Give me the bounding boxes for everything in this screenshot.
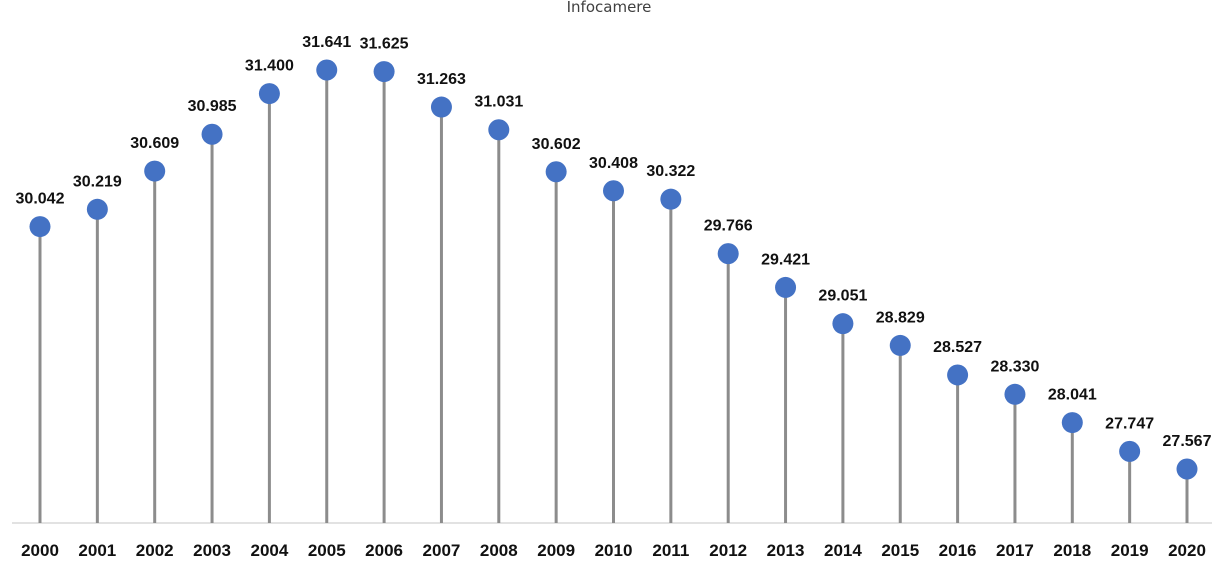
data-point-2018	[1061, 412, 1083, 434]
value-label-2016: 28.527	[933, 339, 982, 356]
data-point-2016	[947, 364, 969, 386]
data-point-2012	[717, 243, 739, 265]
value-label-2004: 31.400	[245, 58, 294, 75]
x-tick-label-2019: 2019	[1111, 541, 1149, 560]
value-label-2015: 28.829	[876, 309, 925, 326]
x-tick-label-2018: 2018	[1053, 541, 1091, 560]
value-label-2020: 27.567	[1163, 433, 1212, 450]
data-point-2015	[889, 334, 911, 356]
x-tick-label-2015: 2015	[881, 541, 919, 560]
data-point-2003	[201, 123, 223, 145]
data-point-2006	[373, 61, 395, 83]
value-label-2007: 31.263	[417, 71, 466, 88]
value-label-2018: 28.041	[1048, 387, 1097, 404]
value-label-2006: 31.625	[360, 36, 409, 53]
data-point-2004	[258, 83, 280, 105]
value-label-2013: 29.421	[761, 251, 810, 268]
x-tick-label-2011: 2011	[652, 541, 689, 560]
value-label-2009: 30.602	[532, 136, 581, 153]
x-tick-label-2020: 2020	[1168, 541, 1206, 560]
x-tick-label-2010: 2010	[595, 541, 633, 560]
value-label-2003: 30.985	[188, 98, 237, 115]
chart-subtitle: Infocamere	[566, 0, 652, 16]
x-tick-label-2007: 2007	[423, 541, 461, 560]
value-label-2008: 31.031	[474, 94, 523, 111]
value-label-2011: 30.322	[646, 163, 695, 180]
data-point-2008	[488, 119, 510, 141]
x-tick-label-2009: 2009	[537, 541, 575, 560]
data-point-2002	[144, 160, 166, 182]
data-point-2001	[86, 198, 108, 220]
data-point-2019	[1119, 440, 1141, 462]
value-label-2012: 29.766	[704, 218, 753, 235]
value-label-2002: 30.609	[130, 135, 179, 152]
x-tick-label-2013: 2013	[767, 541, 805, 560]
x-tick-label-2008: 2008	[480, 541, 518, 560]
data-point-2014	[832, 313, 854, 335]
x-tick-label-2017: 2017	[996, 541, 1034, 560]
data-point-2000	[29, 216, 51, 238]
value-label-2019: 27.747	[1105, 415, 1154, 432]
x-tick-label-2003: 2003	[193, 541, 231, 560]
value-label-2010: 30.408	[589, 155, 638, 172]
value-label-2014: 29.051	[818, 288, 867, 305]
x-tick-label-2002: 2002	[136, 541, 174, 560]
value-label-2001: 30.219	[73, 173, 122, 190]
x-tick-label-2012: 2012	[709, 541, 747, 560]
data-point-2010	[603, 180, 624, 202]
x-tick-labels-group: 2000 2001 2002 2003 2004 2005 2006 2007 2008 2009…	[21, 541, 1206, 560]
data-point-2013	[775, 276, 797, 298]
value-label-2000: 30.042	[16, 191, 65, 208]
data-point-2011	[660, 188, 682, 210]
value-label-2017: 28.330	[990, 358, 1039, 375]
data-point-2017	[1004, 383, 1026, 405]
x-tick-label-2005: 2005	[308, 541, 346, 560]
markers-group	[29, 59, 1198, 480]
data-point-2005	[316, 59, 338, 81]
data-point-2009	[545, 161, 567, 183]
x-tick-label-2016: 2016	[939, 541, 977, 560]
data-point-2020	[1176, 458, 1198, 480]
x-tick-label-2014: 2014	[824, 541, 862, 560]
value-labels-group: 30.042 30.219 30.609 30.985 31.400 31.641 31.6…	[16, 34, 1212, 450]
x-tick-label-2004: 2004	[250, 541, 288, 560]
value-label-2005: 31.641	[302, 34, 351, 51]
x-tick-label-2006: 2006	[365, 541, 403, 560]
x-tick-label-2001: 2001	[78, 541, 116, 560]
x-tick-label-2000: 2000	[21, 541, 59, 560]
data-point-2007	[430, 96, 452, 118]
